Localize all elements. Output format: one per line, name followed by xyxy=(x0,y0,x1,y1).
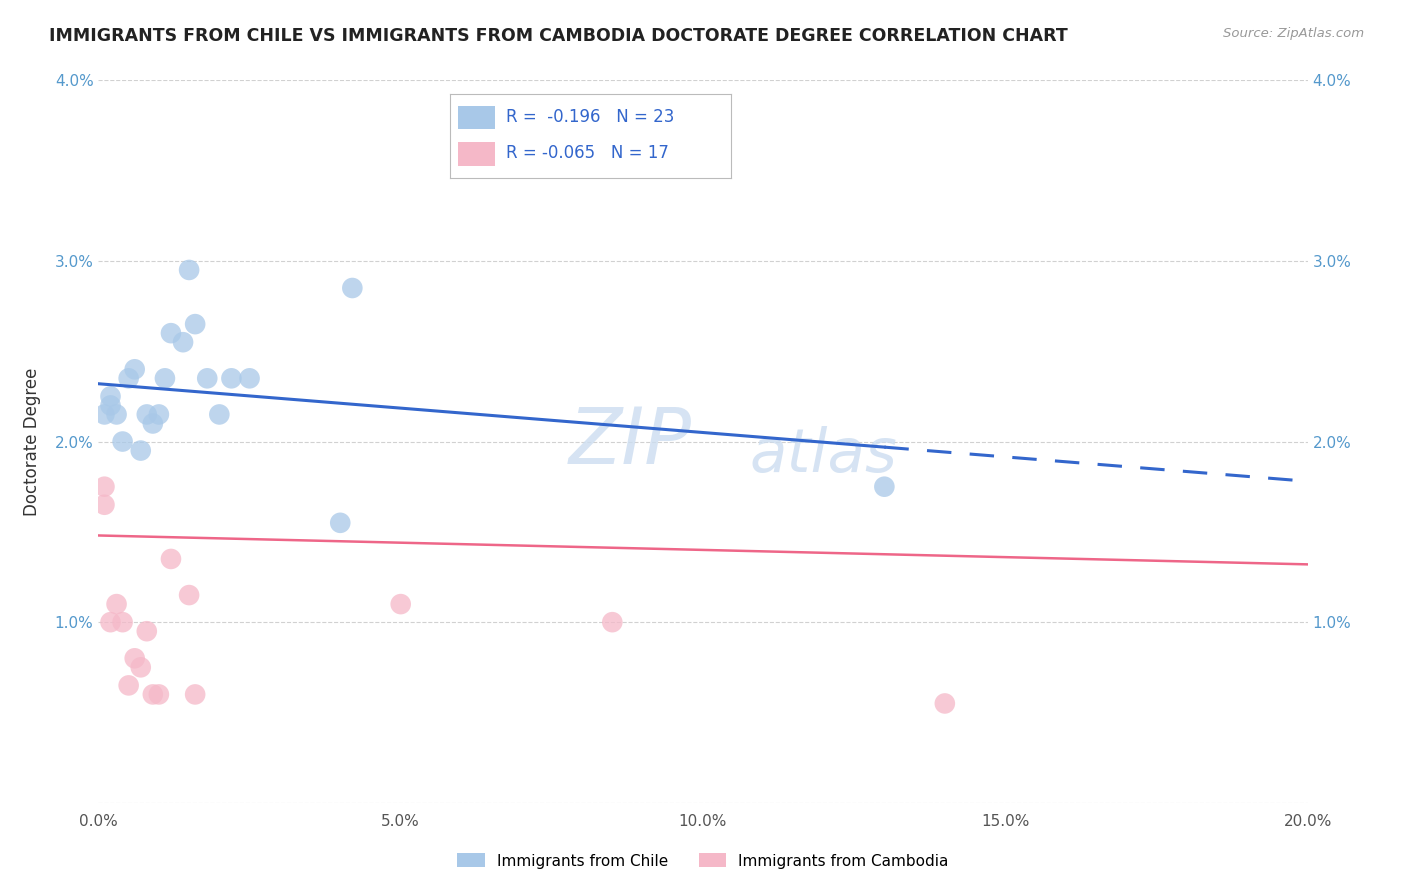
Point xyxy=(111,434,134,449)
Text: atlas: atlas xyxy=(749,426,898,485)
Point xyxy=(934,697,956,711)
Point xyxy=(142,417,165,431)
Point xyxy=(329,516,352,530)
Point xyxy=(153,371,176,385)
Point xyxy=(111,615,134,630)
Point xyxy=(184,687,207,701)
Point xyxy=(148,408,170,422)
Point xyxy=(179,588,201,602)
Point xyxy=(389,597,412,611)
Point xyxy=(118,371,141,385)
Legend: Immigrants from Chile, Immigrants from Cambodia: Immigrants from Chile, Immigrants from C… xyxy=(451,847,955,875)
Point xyxy=(195,371,218,385)
Point xyxy=(184,317,207,331)
Point xyxy=(179,263,201,277)
Point xyxy=(129,443,152,458)
Point xyxy=(160,326,183,340)
Point xyxy=(93,480,115,494)
Point xyxy=(135,624,157,639)
Bar xyxy=(458,105,495,129)
Point xyxy=(172,335,194,350)
Point xyxy=(105,408,128,422)
Point xyxy=(342,281,364,295)
Point xyxy=(93,498,115,512)
Point xyxy=(105,597,128,611)
Text: ZIP: ZIP xyxy=(569,403,692,480)
Point xyxy=(142,687,165,701)
Point xyxy=(124,651,146,665)
Point xyxy=(100,389,122,403)
Point xyxy=(873,480,896,494)
Point xyxy=(208,408,231,422)
Point xyxy=(160,552,183,566)
Point xyxy=(135,408,157,422)
Text: IMMIGRANTS FROM CHILE VS IMMIGRANTS FROM CAMBODIA DOCTORATE DEGREE CORRELATION C: IMMIGRANTS FROM CHILE VS IMMIGRANTS FROM… xyxy=(49,27,1069,45)
Text: Source: ZipAtlas.com: Source: ZipAtlas.com xyxy=(1223,27,1364,40)
Point xyxy=(602,615,624,630)
Point xyxy=(221,371,243,385)
Point xyxy=(148,687,170,701)
Point xyxy=(124,362,146,376)
Bar xyxy=(458,142,495,166)
Y-axis label: Doctorate Degree: Doctorate Degree xyxy=(22,368,41,516)
Point xyxy=(118,678,141,692)
Point xyxy=(239,371,262,385)
Text: R =  -0.196   N = 23: R = -0.196 N = 23 xyxy=(506,108,675,126)
Point xyxy=(93,408,115,422)
Text: R = -0.065   N = 17: R = -0.065 N = 17 xyxy=(506,144,669,162)
Point xyxy=(129,660,152,674)
Point xyxy=(100,615,122,630)
Point xyxy=(100,398,122,412)
